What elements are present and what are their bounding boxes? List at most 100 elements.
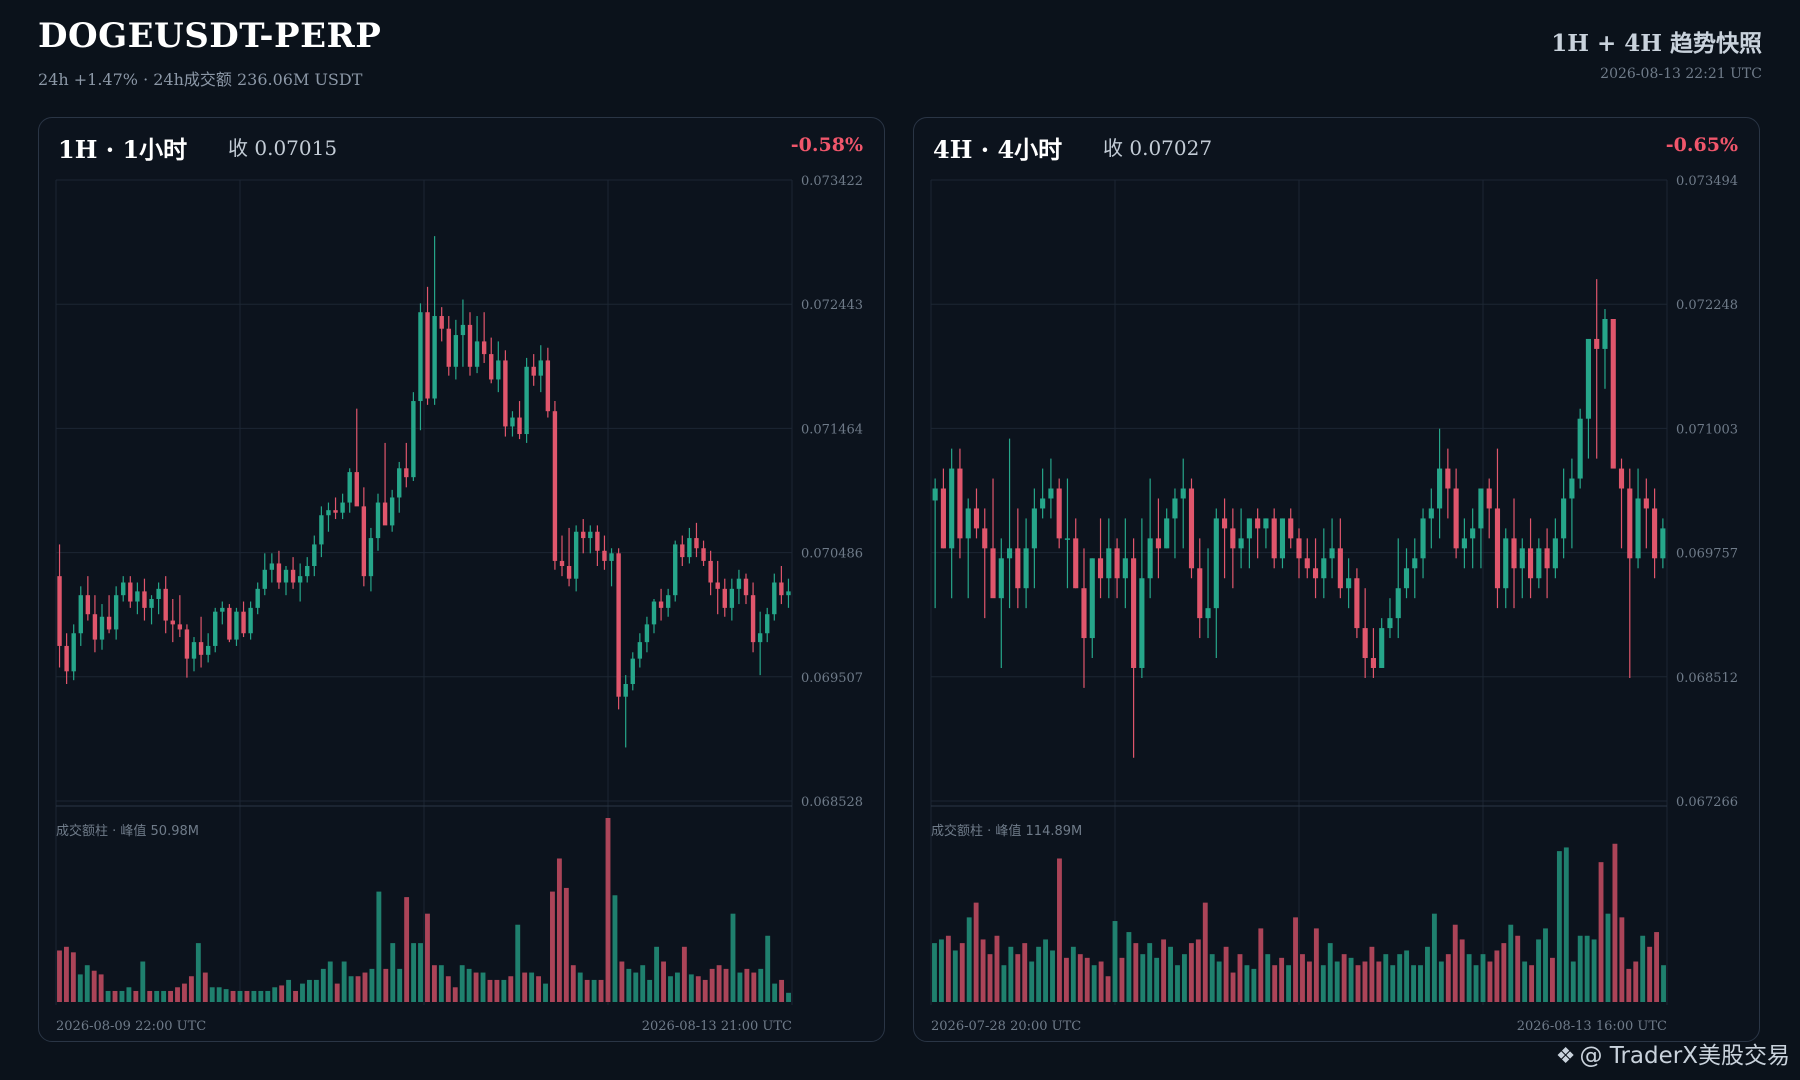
candle-body xyxy=(1511,538,1517,569)
volume-bar xyxy=(307,979,312,1002)
volume-bar xyxy=(418,943,423,1002)
candle-body xyxy=(1064,538,1071,540)
candle-body xyxy=(1048,488,1054,499)
candle-body xyxy=(581,531,586,539)
volume-bar xyxy=(1050,950,1055,1002)
candle-body xyxy=(248,607,253,634)
candle-body xyxy=(1387,618,1393,629)
volume-bar xyxy=(515,924,521,1002)
binance-diamond-icon: ❖ xyxy=(1555,1044,1576,1069)
close-label: 收 xyxy=(228,136,248,160)
volume-bar xyxy=(140,961,146,1002)
candle-body xyxy=(701,548,706,561)
change-percent: -0.65% xyxy=(1665,134,1738,156)
candle-body xyxy=(432,316,437,399)
volume-bar xyxy=(431,965,437,1002)
volume-bar xyxy=(932,943,937,1002)
x-start-label: 2026-08-09 22:00 UTC xyxy=(56,1019,206,1034)
volume-bar xyxy=(1501,943,1507,1002)
volume-bar xyxy=(1508,924,1514,1002)
volume-bar xyxy=(466,968,472,1002)
volume-bar xyxy=(1348,957,1354,1002)
volume-bar xyxy=(154,990,160,1002)
volume-bar xyxy=(63,946,69,1002)
volume-bar xyxy=(341,961,347,1002)
volume-bar xyxy=(168,990,173,1002)
candle-body xyxy=(932,488,938,501)
candle-body xyxy=(333,510,338,513)
volume-bar xyxy=(1494,950,1500,1002)
candle-body xyxy=(297,576,303,583)
volume-bar xyxy=(668,976,673,1002)
volume-bar xyxy=(640,965,646,1002)
y-tick-label: 0.071003 xyxy=(1676,422,1738,437)
volume-bar xyxy=(1487,961,1493,1002)
candle-body xyxy=(1437,468,1443,509)
volume-bar xyxy=(195,943,201,1002)
volume-bar xyxy=(1480,954,1486,1002)
candle-body xyxy=(982,528,988,549)
candle-body xyxy=(1164,518,1170,549)
volume-bar xyxy=(348,976,354,1002)
candle-body xyxy=(496,360,501,380)
volume-bar xyxy=(1647,946,1653,1002)
candle-body xyxy=(1577,418,1583,479)
volume-bar xyxy=(654,946,660,1002)
candle-body xyxy=(1519,548,1525,569)
volume-bar xyxy=(1619,917,1625,1002)
volume-bar xyxy=(612,895,618,1002)
volume-bar xyxy=(772,983,778,1002)
volume-bar xyxy=(1466,954,1472,1002)
candle-body xyxy=(1627,488,1633,559)
candle-body xyxy=(1246,518,1252,539)
volume-bar xyxy=(786,992,791,1002)
close-price: 收 0.07015 xyxy=(228,132,337,161)
volume-bar xyxy=(1425,946,1430,1002)
volume-bar xyxy=(1300,954,1305,1002)
candle-body xyxy=(1279,518,1286,559)
candle-body xyxy=(467,324,473,367)
candle-body xyxy=(1304,558,1310,569)
volume-bar xyxy=(758,968,764,1002)
volume-bar xyxy=(459,965,465,1002)
candle-body xyxy=(595,531,600,551)
candle-body xyxy=(786,591,791,596)
volume-bar xyxy=(1390,965,1396,1002)
candle-body xyxy=(1354,578,1360,629)
volume-bar xyxy=(536,976,541,1002)
volume-bar xyxy=(1084,957,1090,1002)
volume-bar xyxy=(1577,935,1583,1002)
candle-body xyxy=(1023,548,1029,589)
candlestick-chart-4h[interactable]: 0.073494 0.072248 0.071003 0.069757 0.068512… xyxy=(914,118,1760,1042)
volume-bar xyxy=(647,979,653,1002)
volume-bar xyxy=(369,968,375,1002)
volume-bar xyxy=(202,972,208,1002)
volume-bar xyxy=(404,897,410,1002)
candle-body xyxy=(616,553,621,697)
volume-bar xyxy=(1397,954,1403,1002)
candle-body xyxy=(1222,518,1228,529)
volume-bar xyxy=(1091,965,1097,1002)
symbol-title: DOGEUSDT-PERP xyxy=(38,16,382,56)
y-tick-label: 0.072443 xyxy=(801,298,863,313)
candle-body xyxy=(305,565,310,577)
candle-body xyxy=(1122,558,1128,579)
volume-bar xyxy=(376,891,382,1002)
volume-bar xyxy=(1411,965,1416,1002)
volume-bar xyxy=(987,954,993,1002)
candle-body xyxy=(1180,488,1186,499)
candle-body xyxy=(559,560,565,566)
candle-body xyxy=(1197,568,1203,619)
candle-body xyxy=(1015,548,1021,589)
candle-body xyxy=(965,508,971,539)
candle-body xyxy=(1635,498,1641,559)
close-price: 收 0.07027 xyxy=(1103,132,1212,161)
candle-body xyxy=(177,624,183,630)
volume-bar xyxy=(126,987,132,1002)
candle-body xyxy=(630,658,635,685)
candlestick-chart-1h[interactable]: 0.073422 0.072443 0.071464 0.070486 0.069507… xyxy=(39,118,885,1042)
candle-body xyxy=(1552,538,1558,569)
volume-bar xyxy=(1209,954,1215,1002)
volume-bar xyxy=(570,965,576,1002)
volume-bar xyxy=(1237,954,1243,1002)
